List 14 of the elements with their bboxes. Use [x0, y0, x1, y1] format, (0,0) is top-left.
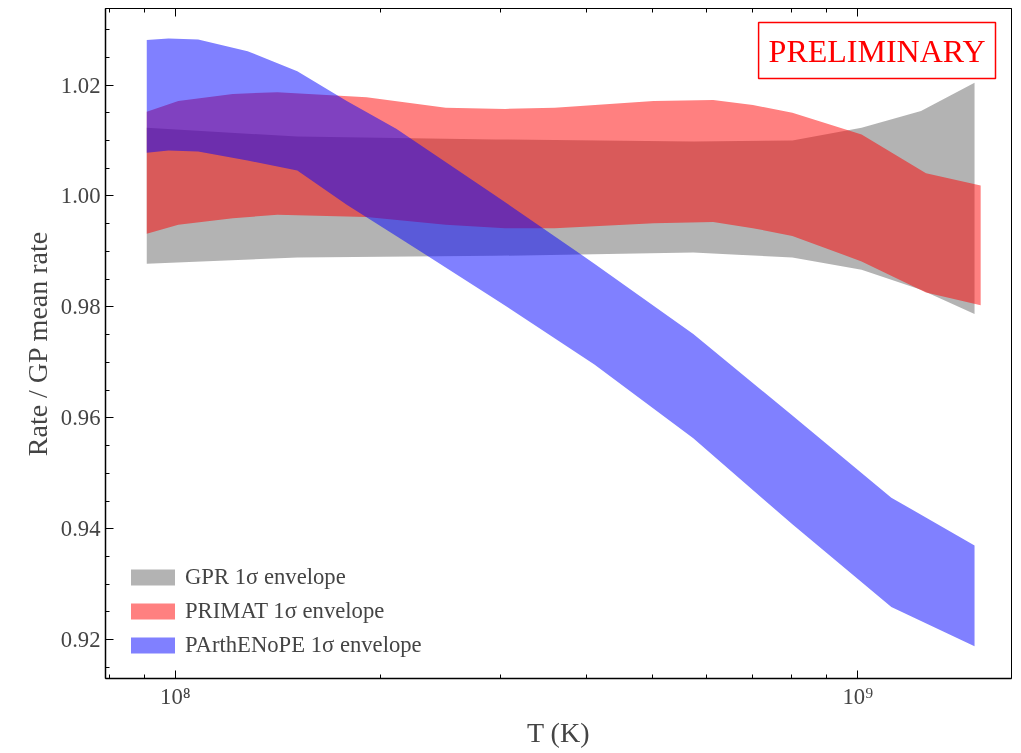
y-tick-label: 1.02	[60, 72, 101, 98]
legend-label: PRIMAT 1σ envelope	[185, 598, 385, 624]
y-tick-label: 0.92	[60, 627, 101, 653]
x-tick-label: 10⁸	[160, 683, 191, 709]
y-tick-label: 0.94	[60, 516, 101, 542]
legend-label: PArthENoPE 1σ envelope	[185, 632, 422, 658]
y-tick-label: 1.00	[60, 183, 101, 209]
legend-label: GPR 1σ envelope	[185, 564, 346, 590]
y-axis-title: Rate / GP mean rate	[21, 231, 53, 457]
x-axis-title: T (K)	[527, 716, 590, 748]
annotation: PRELIMINARY	[768, 32, 986, 69]
y-tick-label: 0.96	[60, 405, 101, 431]
y-tick-label: 0.98	[60, 294, 101, 320]
x-tick-label: 10⁹	[842, 683, 874, 709]
